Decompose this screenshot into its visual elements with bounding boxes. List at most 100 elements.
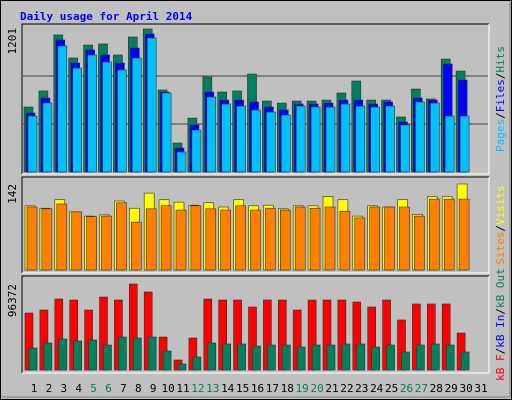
- x-tick-label: 19: [296, 382, 309, 395]
- bar: [58, 338, 68, 371]
- bar: [176, 151, 187, 173]
- bar: [118, 336, 127, 371]
- bar: [101, 215, 112, 271]
- bar: [443, 198, 455, 271]
- bar: [175, 209, 187, 271]
- x-tick-label: 31: [474, 382, 487, 395]
- bar: [162, 350, 172, 371]
- bar: [28, 347, 38, 371]
- y-tick-label: 1201: [6, 28, 19, 55]
- panel-border: [21, 176, 489, 273]
- x-tick-label: 25: [385, 382, 398, 395]
- bar: [310, 106, 321, 173]
- bar: [281, 344, 291, 371]
- legend-entry: Files: [494, 79, 507, 112]
- bar: [296, 346, 306, 371]
- bar: [266, 111, 276, 173]
- bar: [87, 54, 97, 173]
- bar: [88, 339, 97, 371]
- bar: [444, 115, 455, 173]
- panel-border: [21, 23, 489, 174]
- bar: [42, 102, 53, 173]
- legend-entry: Hits: [494, 46, 507, 73]
- bar: [325, 106, 336, 173]
- legend: kB F/kB In/kB Out: [494, 268, 507, 381]
- bar: [207, 342, 217, 371]
- x-tick-label: 12: [191, 382, 204, 395]
- bar: [206, 96, 217, 173]
- x-tick-label: 23: [355, 382, 368, 395]
- bar: [250, 209, 261, 271]
- legend-entry: Visits: [494, 185, 507, 225]
- bar: [132, 57, 142, 173]
- bar: [43, 342, 53, 371]
- bar: [161, 92, 172, 173]
- bar: [222, 343, 231, 371]
- bar: [415, 101, 425, 173]
- x-tick-label: 20: [310, 382, 323, 395]
- bar: [324, 206, 336, 271]
- x-tick-label: 10: [161, 382, 174, 395]
- bar: [177, 363, 187, 371]
- bar: [416, 344, 425, 371]
- x-tick-label: 4: [75, 382, 82, 395]
- bar: [145, 208, 157, 271]
- bar: [267, 344, 276, 371]
- legend: Sites/Visits: [494, 185, 507, 265]
- bar: [191, 129, 202, 173]
- x-tick-label: 14: [221, 382, 235, 395]
- bar: [237, 343, 246, 371]
- bar: [340, 103, 351, 173]
- bar: [252, 345, 261, 371]
- bar: [146, 37, 157, 173]
- bar: [205, 208, 217, 271]
- bar: [73, 340, 82, 371]
- bar: [56, 203, 68, 271]
- bar: [192, 356, 202, 371]
- legend-entry: Pages: [494, 119, 507, 152]
- x-tick-label: 27: [415, 382, 428, 395]
- bar: [414, 215, 425, 271]
- bar: [355, 105, 366, 173]
- x-tick-label: 28: [430, 382, 443, 395]
- bar: [371, 346, 381, 371]
- bar: [445, 344, 455, 371]
- bar: [26, 206, 38, 271]
- bar: [339, 210, 351, 271]
- x-tick-label: 15: [236, 382, 249, 395]
- bar: [103, 344, 112, 371]
- bar: [102, 61, 112, 173]
- x-tick-label: 7: [120, 382, 127, 395]
- bar: [295, 105, 306, 173]
- legend-separator: /: [494, 73, 507, 80]
- panel-border: [22, 24, 490, 175]
- bar: [72, 67, 82, 173]
- bar: [354, 217, 366, 271]
- x-tick-label: 18: [281, 382, 294, 395]
- panel-border: [21, 275, 489, 373]
- x-tick-label: 29: [445, 382, 458, 395]
- bar: [458, 198, 470, 271]
- bar: [86, 216, 97, 271]
- y-tick-label: 96372: [6, 284, 19, 317]
- panel-border: [22, 177, 490, 274]
- bar: [57, 45, 68, 173]
- bar: [401, 351, 410, 371]
- bar: [356, 343, 366, 371]
- bar: [71, 211, 82, 271]
- legend: Pages/Files/Hits: [494, 46, 507, 152]
- x-tick-label: 22: [340, 382, 353, 395]
- bar: [220, 209, 231, 271]
- bar: [399, 206, 410, 271]
- bar: [386, 344, 395, 371]
- x-tick-label: 2: [46, 382, 53, 395]
- legend-separator: /: [494, 112, 507, 119]
- bar: [41, 208, 53, 271]
- x-tick-label: 6: [105, 382, 112, 395]
- x-tick-label: 30: [459, 382, 472, 395]
- bar: [369, 206, 381, 271]
- chart-title: Daily usage for April 2014: [20, 10, 193, 23]
- x-tick-label: 3: [60, 382, 67, 395]
- bar: [221, 103, 231, 173]
